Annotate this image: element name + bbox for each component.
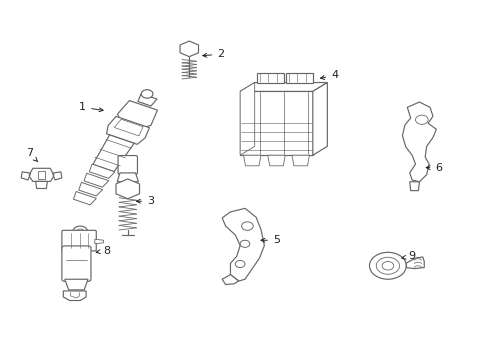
FancyBboxPatch shape xyxy=(62,230,96,251)
Polygon shape xyxy=(95,239,103,244)
Polygon shape xyxy=(114,119,143,136)
Polygon shape xyxy=(180,41,198,57)
Polygon shape xyxy=(402,102,437,182)
FancyBboxPatch shape xyxy=(118,156,138,174)
Text: 9: 9 xyxy=(402,251,416,261)
Polygon shape xyxy=(21,172,29,180)
Polygon shape xyxy=(138,94,157,106)
Polygon shape xyxy=(117,173,138,182)
Text: 2: 2 xyxy=(203,49,224,59)
Circle shape xyxy=(369,252,406,279)
Polygon shape xyxy=(36,181,48,189)
Text: 6: 6 xyxy=(426,163,442,172)
Polygon shape xyxy=(268,155,285,166)
Text: 1: 1 xyxy=(79,102,103,112)
Circle shape xyxy=(141,90,153,98)
Circle shape xyxy=(240,240,250,247)
Circle shape xyxy=(235,260,245,267)
Circle shape xyxy=(416,115,428,124)
Polygon shape xyxy=(65,279,88,290)
Polygon shape xyxy=(313,82,327,155)
Circle shape xyxy=(77,229,84,234)
Circle shape xyxy=(242,222,253,230)
Polygon shape xyxy=(89,164,115,178)
Polygon shape xyxy=(29,168,53,181)
Circle shape xyxy=(73,226,88,237)
Polygon shape xyxy=(93,135,134,172)
Text: 7: 7 xyxy=(26,148,38,162)
Polygon shape xyxy=(410,182,419,191)
Polygon shape xyxy=(286,73,313,82)
Polygon shape xyxy=(79,183,102,196)
Text: 8: 8 xyxy=(96,246,111,256)
Polygon shape xyxy=(406,257,424,269)
Circle shape xyxy=(382,261,394,270)
Polygon shape xyxy=(292,155,309,166)
Polygon shape xyxy=(53,172,62,180)
Polygon shape xyxy=(84,173,109,187)
Polygon shape xyxy=(222,208,265,281)
Polygon shape xyxy=(240,82,255,155)
Polygon shape xyxy=(240,91,313,155)
Polygon shape xyxy=(116,179,140,199)
Text: 4: 4 xyxy=(320,71,338,80)
Polygon shape xyxy=(106,116,149,144)
Polygon shape xyxy=(257,73,284,82)
Polygon shape xyxy=(244,155,261,166)
Polygon shape xyxy=(38,171,46,179)
Text: 3: 3 xyxy=(137,196,154,206)
Text: 5: 5 xyxy=(261,235,280,245)
Polygon shape xyxy=(74,192,97,205)
Circle shape xyxy=(376,257,399,274)
Polygon shape xyxy=(222,275,239,284)
FancyBboxPatch shape xyxy=(62,246,91,282)
Polygon shape xyxy=(118,100,157,127)
Polygon shape xyxy=(63,291,86,301)
Polygon shape xyxy=(240,82,327,91)
